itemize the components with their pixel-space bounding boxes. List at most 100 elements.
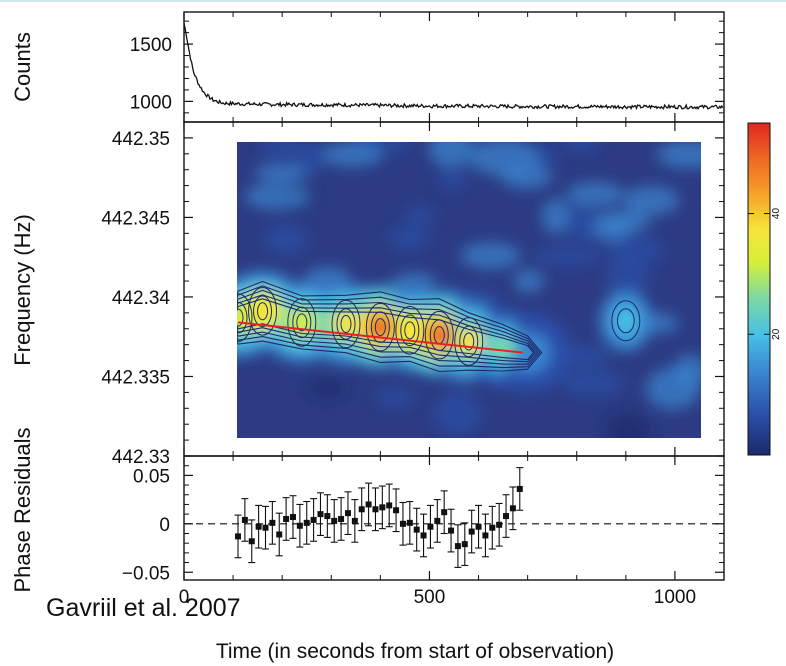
- spectrum-peak-contour: [248, 286, 278, 336]
- spectrum-noise-blob: [566, 181, 625, 207]
- residual-point: [434, 517, 441, 524]
- spectrum-peak-contour: [395, 306, 425, 355]
- residuals-y-tick-label: −0.05: [122, 563, 170, 584]
- frequency-drift-fit-line: [237, 321, 523, 354]
- residual-point: [351, 517, 358, 524]
- spectrum-noise-blob: [468, 142, 540, 176]
- residual-point: [324, 513, 331, 520]
- spectrum-noise-blob: [533, 247, 603, 267]
- spectrum-peak-contour: [237, 293, 253, 342]
- counts-y-ticks: 1000 1500: [130, 20, 724, 113]
- spectrum-contour: [237, 280, 543, 373]
- residual-point: [262, 524, 269, 531]
- frequency-y-tick-label: 442.345: [101, 208, 170, 229]
- spectrum-noise-blob: [437, 169, 468, 189]
- counts-light-curve: [183, 23, 724, 111]
- spectrum-noise-blob: [673, 354, 701, 387]
- frequency-axis-label: Frequency (Hz): [10, 214, 35, 366]
- spectrum-noise-blob: [244, 183, 311, 210]
- spectrum-peak-contour: [454, 317, 484, 366]
- frequency-y-tick-label: 442.35: [112, 129, 170, 150]
- spectrum-peak-contour: [400, 314, 420, 347]
- colorbar-tick-label: 20: [771, 328, 782, 340]
- spectrum-noise-blob: [391, 272, 438, 294]
- counts-y-tick-label: 1000: [130, 92, 172, 113]
- spectrum-peak-contour: [429, 319, 449, 351]
- spectrum-peak-contour: [287, 298, 317, 347]
- counts-axis-label: Counts: [10, 32, 35, 102]
- spectrum-peak-contour: [237, 301, 248, 334]
- spectrum-power-blob: [489, 335, 518, 361]
- spectrum-noise-blob: [254, 163, 311, 182]
- spectrum-noise-blob: [560, 370, 624, 396]
- residual-point: [310, 516, 317, 523]
- residuals-y-tick-label: 0.05: [133, 466, 170, 487]
- residual-point: [420, 532, 427, 539]
- spectrum-noise-blob: [656, 142, 701, 169]
- residual-point: [461, 541, 468, 548]
- residual-point: [454, 543, 461, 550]
- residual-point: [509, 505, 516, 512]
- spectrum-peak-contour: [370, 311, 390, 343]
- residual-point: [338, 515, 345, 522]
- colorbar-gradient: [747, 122, 771, 456]
- time-axis-label: Time (in seconds from start of observati…: [216, 640, 614, 663]
- frequency-y-tick-label: 442.33: [112, 447, 170, 468]
- residual-point: [516, 485, 523, 492]
- spectrum-noise-blob: [307, 379, 347, 398]
- frequency-y-ticks: 442.33 442.335 442.34 442.345 442.35: [101, 129, 724, 468]
- residual-point: [241, 516, 248, 523]
- spectrum-noise-blob: [605, 412, 652, 438]
- residual-point: [393, 507, 400, 514]
- citation-credit: Gavriil et al. 2007: [46, 594, 241, 622]
- residual-point: [358, 506, 365, 513]
- x-tick-label: 1000: [654, 587, 696, 608]
- spectrum-noise-blob: [263, 224, 308, 255]
- residual-point: [317, 511, 324, 518]
- residual-point: [303, 519, 310, 526]
- spectrum-peak-contour: [237, 308, 244, 327]
- residual-point: [276, 531, 283, 538]
- residual-points: [234, 467, 524, 568]
- spectrum-noise-blob: [541, 198, 572, 235]
- residual-point: [255, 523, 262, 530]
- spectrum-contour: [237, 294, 536, 363]
- spectrum-peak-contour: [365, 302, 395, 352]
- spectrum-secondary-contour: [611, 300, 641, 342]
- spectrum-noise-blob: [388, 225, 430, 250]
- spectrum-noise-blob: [460, 242, 521, 269]
- residual-point: [413, 526, 420, 533]
- residuals-y-tick-label: 0: [159, 515, 170, 536]
- residual-point: [365, 501, 372, 508]
- spectrum-power-blob: [366, 314, 395, 340]
- time-x-ticks: 0 500 1000: [179, 12, 725, 608]
- residual-point: [235, 533, 241, 540]
- residual-point: [427, 523, 434, 530]
- residual-point: [489, 524, 496, 531]
- spectrum-noise-blob: [433, 391, 482, 435]
- frequency-y-tick-label: 442.335: [101, 367, 170, 388]
- residual-point: [248, 538, 255, 545]
- counts-panel: 1000 1500 Counts: [10, 11, 725, 123]
- spectrum-peak-contour: [459, 325, 479, 358]
- spectrum-contour: [237, 285, 541, 369]
- spectrum-noise-blob: [598, 210, 651, 233]
- residual-point: [503, 513, 510, 520]
- x-tick-label: 0: [179, 587, 190, 608]
- spectrum-power-blob: [395, 317, 424, 344]
- residual-point: [482, 532, 489, 539]
- spectrum-peak-contour: [331, 299, 361, 349]
- residual-point: [441, 509, 448, 516]
- x-tick-label: 500: [414, 587, 446, 608]
- residual-point: [331, 517, 338, 524]
- spectrum-noise-blob: [513, 269, 545, 293]
- spectrum-peak-contour: [463, 332, 475, 351]
- spectrum-power-blob: [425, 322, 454, 348]
- frequency-panel: 442.33 442.335 442.34 442.345 442.35 Frequen…: [10, 121, 725, 468]
- residual-point: [496, 521, 503, 528]
- spectrum-noise-blob: [304, 266, 351, 290]
- spectrum-contour: [237, 289, 538, 365]
